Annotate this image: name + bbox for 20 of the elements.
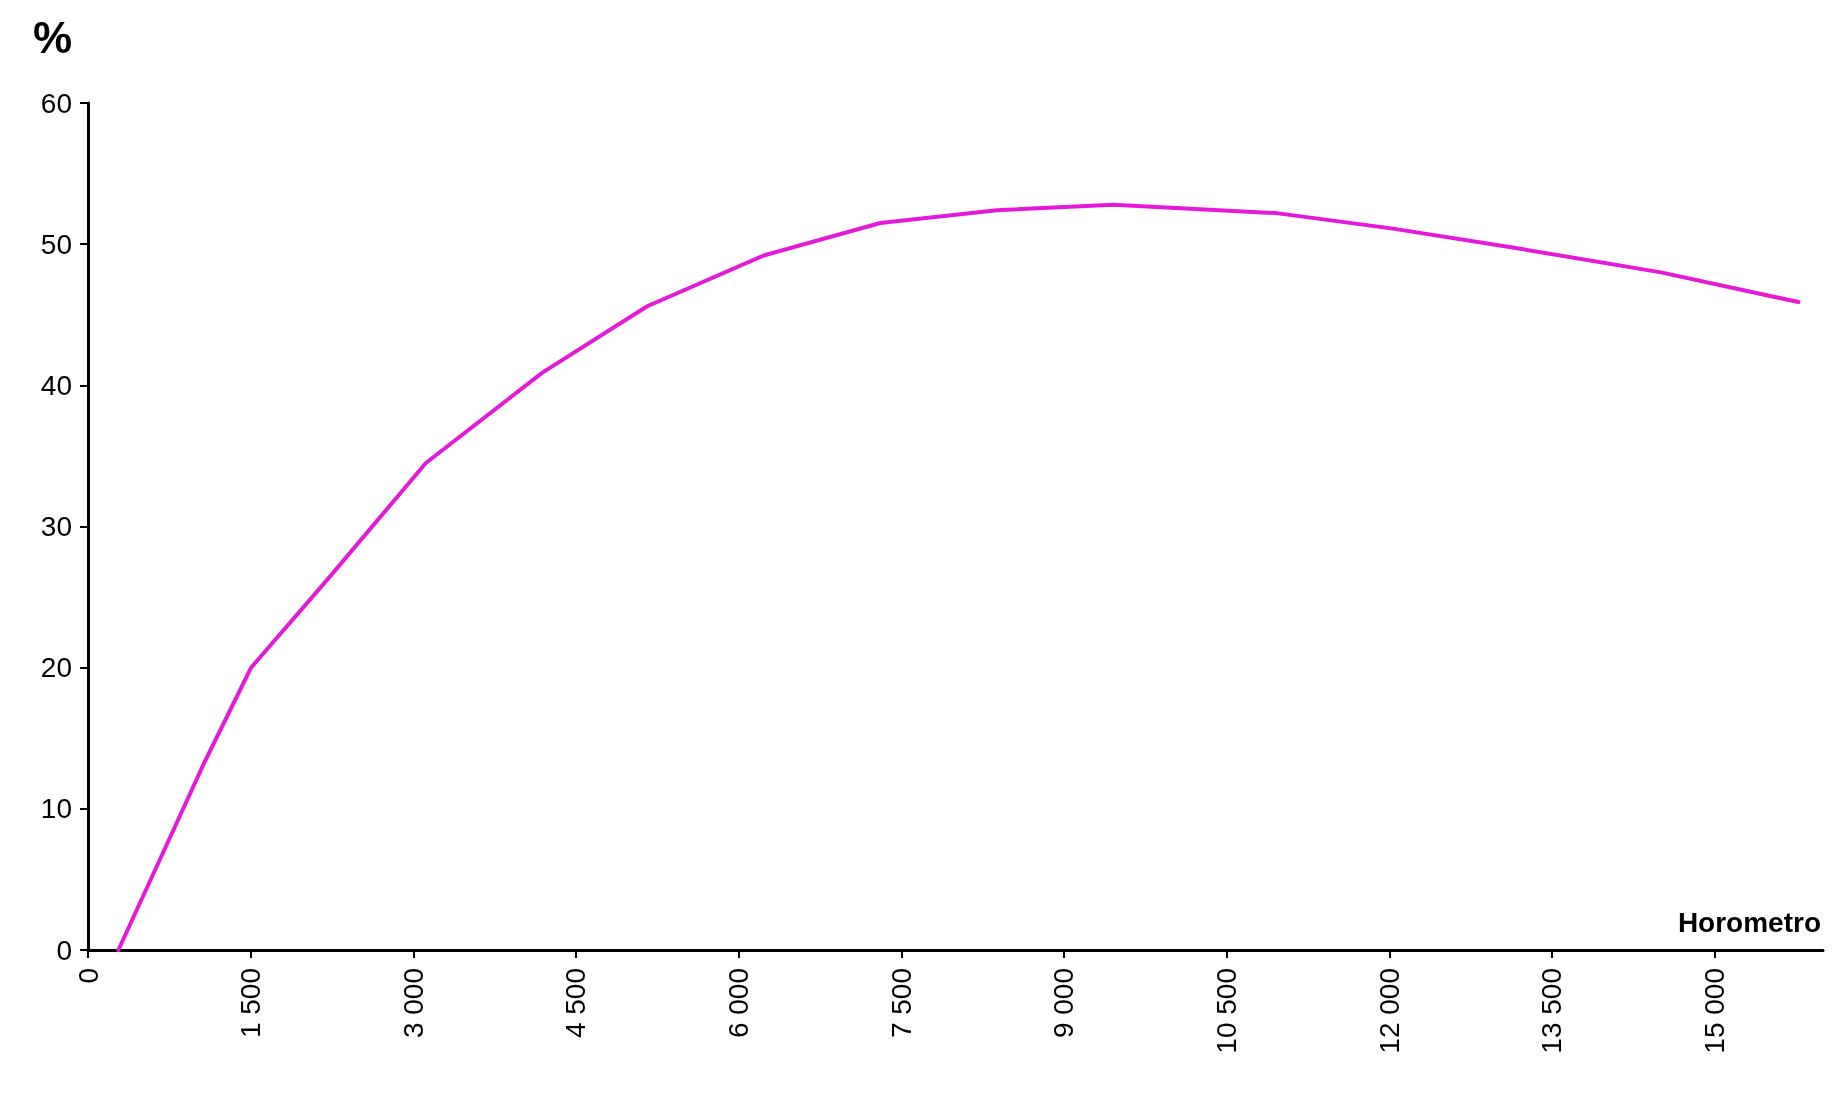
y-tick-label: 50 xyxy=(40,228,72,260)
y-tick-label: 0 xyxy=(56,934,72,966)
x-tick-label: 4 500 xyxy=(560,968,592,1039)
y-tick-label: 40 xyxy=(40,369,72,401)
x-tick-label: 7 500 xyxy=(885,968,917,1039)
x-tick-label: 1 500 xyxy=(235,968,267,1039)
x-tick-label: 6 000 xyxy=(723,968,755,1039)
x-tick-label: 15 000 xyxy=(1699,968,1731,1054)
x-tick-label: 10 500 xyxy=(1211,968,1243,1054)
y-tick-label: 30 xyxy=(40,511,72,542)
x-tick-label: 0 xyxy=(72,968,104,984)
y-axis-title: % xyxy=(33,12,73,62)
y-tick-label: 10 xyxy=(40,793,72,825)
x-tick-label: 3 000 xyxy=(397,968,429,1039)
y-tick-label: 60 xyxy=(40,87,72,119)
x-tick-label: 9 000 xyxy=(1048,968,1080,1039)
x-axis-title: Horometro xyxy=(1677,906,1822,938)
x-tick-label: 13 500 xyxy=(1536,968,1568,1054)
x-tick-label: 12 000 xyxy=(1373,968,1405,1054)
y-tick-label: 20 xyxy=(40,652,72,684)
